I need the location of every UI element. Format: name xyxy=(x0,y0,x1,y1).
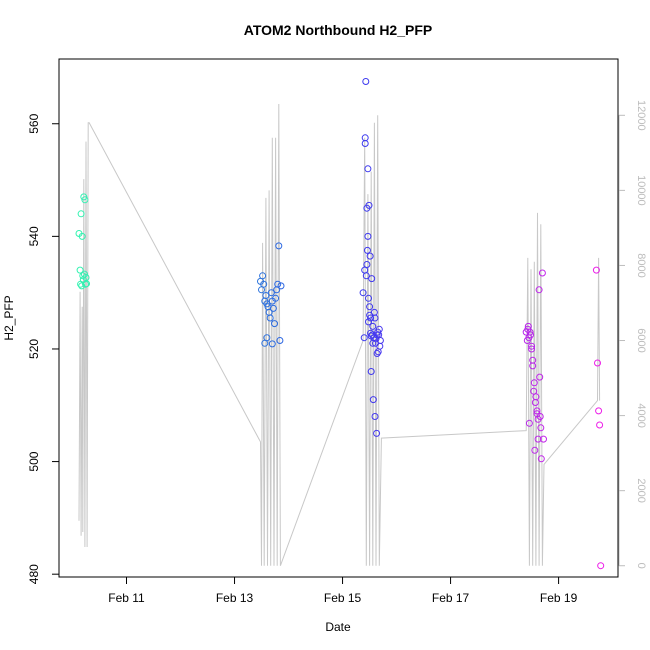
x-tick-label: Feb 15 xyxy=(324,591,362,605)
data-point xyxy=(366,311,374,319)
data-point xyxy=(83,280,90,288)
data-point xyxy=(525,419,533,427)
data-point xyxy=(534,435,542,443)
data-point xyxy=(276,337,284,344)
y2-tick-label: 12000 xyxy=(635,100,647,131)
data-point xyxy=(531,446,539,454)
data-point xyxy=(369,322,377,330)
data-point xyxy=(528,342,536,350)
data-point xyxy=(363,246,371,254)
data-point xyxy=(277,282,285,290)
data-point xyxy=(363,261,371,268)
data-point xyxy=(272,294,280,302)
y-tick-label: 500 xyxy=(27,451,41,471)
data-point xyxy=(538,269,546,277)
data-point xyxy=(266,314,274,322)
data-point xyxy=(78,232,86,240)
y2-tick-label: 6000 xyxy=(635,328,647,352)
data-point xyxy=(540,435,547,443)
data-point xyxy=(76,266,84,274)
data-point xyxy=(536,373,544,381)
data-point xyxy=(367,368,375,375)
altitude-profile-layer xyxy=(78,103,601,566)
data-point xyxy=(269,304,277,312)
data-point xyxy=(267,289,275,297)
y-axis-label: H2_PFP xyxy=(2,295,16,340)
y2-tick-label: 4000 xyxy=(635,403,647,427)
data-point xyxy=(367,329,375,337)
altitude-line xyxy=(78,103,601,566)
data-point xyxy=(364,232,372,240)
data-point xyxy=(364,165,372,173)
y2-tick-label: 2000 xyxy=(635,478,647,502)
chart-title: ATOM2 Northbound H2_PFP xyxy=(244,22,432,38)
data-point xyxy=(362,78,370,85)
data-point xyxy=(371,413,379,420)
data-point xyxy=(592,266,600,274)
y-tick-label: 560 xyxy=(27,113,41,133)
data-point xyxy=(77,210,85,218)
data-point xyxy=(263,334,271,342)
data-point xyxy=(369,396,377,404)
data-point xyxy=(373,429,381,437)
data-point xyxy=(271,320,278,328)
y-tick-label: 540 xyxy=(27,226,41,246)
data-point xyxy=(259,272,267,280)
x-axis-label: Date xyxy=(325,620,351,634)
x-tick-label: Feb 19 xyxy=(540,591,578,605)
data-point xyxy=(597,562,605,570)
data-point xyxy=(595,407,603,415)
data-point xyxy=(535,286,543,294)
data-point xyxy=(360,334,368,342)
data-point xyxy=(368,275,376,283)
data-point xyxy=(534,415,542,423)
data-points-layer xyxy=(75,78,605,570)
data-point xyxy=(81,196,89,204)
data-point xyxy=(537,455,545,463)
y2-tick-label: 8000 xyxy=(635,253,647,277)
x-axis: Feb 11 Feb 13 Feb 15 Feb 17 Feb 19 xyxy=(108,577,578,605)
x-tick-label: Feb 17 xyxy=(432,591,470,605)
data-point xyxy=(528,345,536,353)
data-point xyxy=(275,242,283,250)
data-point xyxy=(376,342,384,350)
data-point xyxy=(80,270,88,278)
data-point xyxy=(370,334,378,342)
plot-frame xyxy=(58,58,619,578)
data-point xyxy=(376,337,384,344)
data-point xyxy=(533,407,541,415)
secondary-y-axis: 0 2000 4000 6000 8000 10000 12000 xyxy=(618,100,647,569)
data-point xyxy=(365,201,373,209)
data-point xyxy=(258,286,265,294)
data-point xyxy=(274,280,282,288)
data-point xyxy=(365,294,372,302)
data-point xyxy=(371,314,379,322)
data-point xyxy=(365,318,372,326)
data-point xyxy=(526,328,534,336)
y2-tick-label: 0 xyxy=(635,563,647,569)
y2-tick-label: 10000 xyxy=(635,175,647,206)
y-tick-label: 520 xyxy=(27,339,41,359)
data-point xyxy=(531,399,539,406)
data-point xyxy=(529,356,537,364)
data-point xyxy=(262,292,270,299)
data-point xyxy=(537,424,545,432)
data-point xyxy=(361,140,369,147)
data-point xyxy=(596,421,604,429)
data-point xyxy=(260,280,268,288)
x-tick-label: Feb 11 xyxy=(108,591,145,605)
data-point xyxy=(268,340,276,348)
data-point xyxy=(362,272,370,280)
data-point xyxy=(594,359,601,367)
data-point xyxy=(373,350,381,357)
data-point xyxy=(366,252,374,260)
y-axis: 480 500 520 540 560 xyxy=(27,113,59,584)
data-point xyxy=(530,379,538,387)
data-point xyxy=(366,303,374,311)
x-tick-label: Feb 13 xyxy=(216,591,254,605)
y-tick-label: 480 xyxy=(27,564,41,584)
data-point xyxy=(359,289,367,297)
